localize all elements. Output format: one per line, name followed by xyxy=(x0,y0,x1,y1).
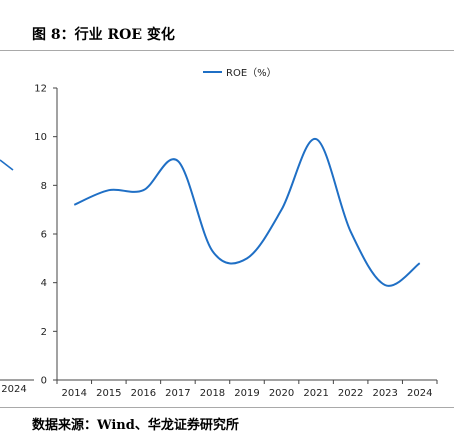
data-point-2016 xyxy=(141,188,145,192)
x-tick-label: 2015 xyxy=(96,388,121,399)
bottom-divider xyxy=(0,407,454,408)
series-layer xyxy=(72,137,422,287)
data-point-2015 xyxy=(107,188,111,192)
x-tick-label: 2024 xyxy=(407,388,432,399)
data-point-2014 xyxy=(72,203,76,207)
x-tick-label: 2019 xyxy=(234,388,259,399)
data-point-2022 xyxy=(349,230,353,234)
y-tick-label: 6 xyxy=(41,230,47,241)
x-tick-label: 2016 xyxy=(131,388,156,399)
left-fragment-series-line xyxy=(0,159,14,171)
left-fragment-x-tick-label: 2024 xyxy=(1,384,26,395)
data-point-2021 xyxy=(314,137,318,141)
y-tick-label: 0 xyxy=(41,376,47,387)
x-tick-label: 2021 xyxy=(303,388,328,399)
figure-title: 图 8：行业 ROE 变化 xyxy=(32,27,175,43)
legend-label: ROE（%） xyxy=(226,67,277,79)
x-tick-label: 2023 xyxy=(372,388,397,399)
x-tick-label: 2018 xyxy=(200,388,225,399)
data-point-2023 xyxy=(383,283,387,287)
y-tick-label: 4 xyxy=(41,278,47,289)
series-line-roe xyxy=(73,138,421,287)
data-point-2019 xyxy=(245,256,249,260)
x-tick-label: 2022 xyxy=(338,388,363,399)
data-source-note: 数据来源：Wind、华龙证券研究所 xyxy=(32,418,239,433)
y-tick-label: 8 xyxy=(41,181,47,192)
data-point-2024 xyxy=(418,261,422,265)
data-point-2018 xyxy=(210,249,214,253)
left-chart-fragment: 2024 xyxy=(0,159,34,395)
y-tick-labels: 0 2 4 6 8 10 12 xyxy=(34,84,57,387)
top-divider xyxy=(0,50,454,51)
data-point-2020 xyxy=(280,208,284,212)
chart-axes xyxy=(56,88,437,381)
y-tick-label: 12 xyxy=(34,84,47,95)
x-tick-label: 2020 xyxy=(269,388,294,399)
x-tick-label: 2014 xyxy=(62,388,87,399)
y-tick-label: 2 xyxy=(41,327,47,338)
y-tick-label: 10 xyxy=(34,132,47,143)
x-tick-labels: 2014 2015 2016 2017 2018 2019 2020 2021 2022 2023… xyxy=(56,380,438,399)
legend: ROE（%） xyxy=(203,67,277,79)
data-point-2017 xyxy=(176,159,180,163)
x-tick-label: 2017 xyxy=(165,388,190,399)
